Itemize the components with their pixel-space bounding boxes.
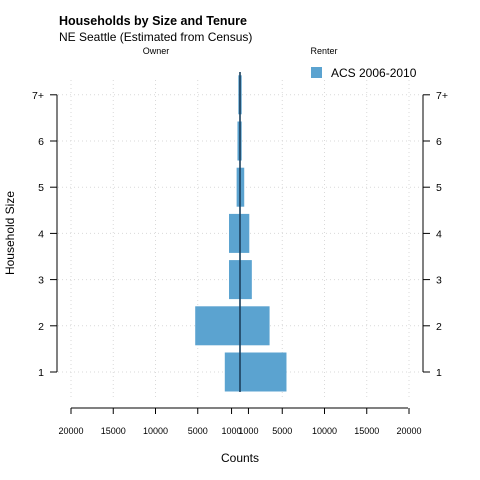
owner-bar bbox=[238, 75, 240, 115]
y-tick-label-right: 7+ bbox=[436, 90, 448, 102]
x-tick-label: 5000 bbox=[188, 426, 208, 436]
x-tick-label: 5000 bbox=[272, 426, 292, 436]
x-tick-label: 1000 bbox=[222, 426, 242, 436]
axes: 1 12 23 34 45 56 67+ 7+20000 15000 10000 5000 10001… bbox=[32, 90, 448, 436]
y-axis-title: Household Size bbox=[3, 191, 17, 275]
y-tick-label-right: 3 bbox=[436, 275, 442, 287]
renter-panel-label: Renter bbox=[310, 46, 337, 56]
renter-bar bbox=[240, 306, 270, 346]
y-tick-label-left: 3 bbox=[38, 275, 44, 287]
y-tick-label-left: 2 bbox=[38, 321, 44, 333]
y-tick-label-right: 1 bbox=[436, 367, 442, 379]
renter-bar bbox=[240, 121, 242, 161]
owner-bar bbox=[224, 352, 240, 392]
legend: ACS 2006-2010 bbox=[311, 66, 417, 80]
chart-subtitle: NE Seattle (Estimated from Census) bbox=[59, 30, 252, 44]
y-tick-label-left: 4 bbox=[38, 228, 44, 240]
x-tick-label: 20000 bbox=[396, 426, 421, 436]
x-axis-title: Counts bbox=[221, 451, 259, 465]
bars bbox=[195, 72, 287, 392]
legend-swatch bbox=[311, 67, 322, 78]
owner-bar bbox=[236, 167, 240, 207]
x-tick-label: 10000 bbox=[143, 426, 168, 436]
y-tick-label-right: 4 bbox=[436, 228, 442, 240]
x-tick-label: 20000 bbox=[58, 426, 83, 436]
renter-bar bbox=[240, 75, 242, 115]
y-tick-label-right: 2 bbox=[436, 321, 442, 333]
y-tick-label-left: 1 bbox=[38, 367, 44, 379]
x-tick-label: 10000 bbox=[312, 426, 337, 436]
owner-panel-label: Owner bbox=[143, 46, 170, 56]
x-tick-label: 1000 bbox=[238, 426, 258, 436]
renter-bar bbox=[240, 213, 250, 253]
chart-title: Households by Size and Tenure bbox=[59, 14, 247, 28]
y-tick-label-left: 5 bbox=[38, 182, 44, 194]
owner-bar bbox=[237, 121, 240, 161]
renter-bar bbox=[240, 260, 252, 300]
owner-bar bbox=[195, 306, 240, 346]
renter-bar bbox=[240, 167, 245, 207]
y-tick-label-left: 6 bbox=[38, 136, 44, 148]
grid bbox=[58, 80, 422, 397]
legend-label: ACS 2006-2010 bbox=[331, 66, 417, 80]
renter-bar bbox=[240, 352, 287, 392]
y-tick-label-right: 6 bbox=[436, 136, 442, 148]
x-tick-label: 15000 bbox=[101, 426, 126, 436]
owner-bar bbox=[229, 213, 240, 253]
owner-bar bbox=[229, 260, 240, 300]
y-tick-label-right: 5 bbox=[436, 182, 442, 194]
x-tick-label: 15000 bbox=[354, 426, 379, 436]
y-tick-label-left: 7+ bbox=[32, 90, 44, 102]
